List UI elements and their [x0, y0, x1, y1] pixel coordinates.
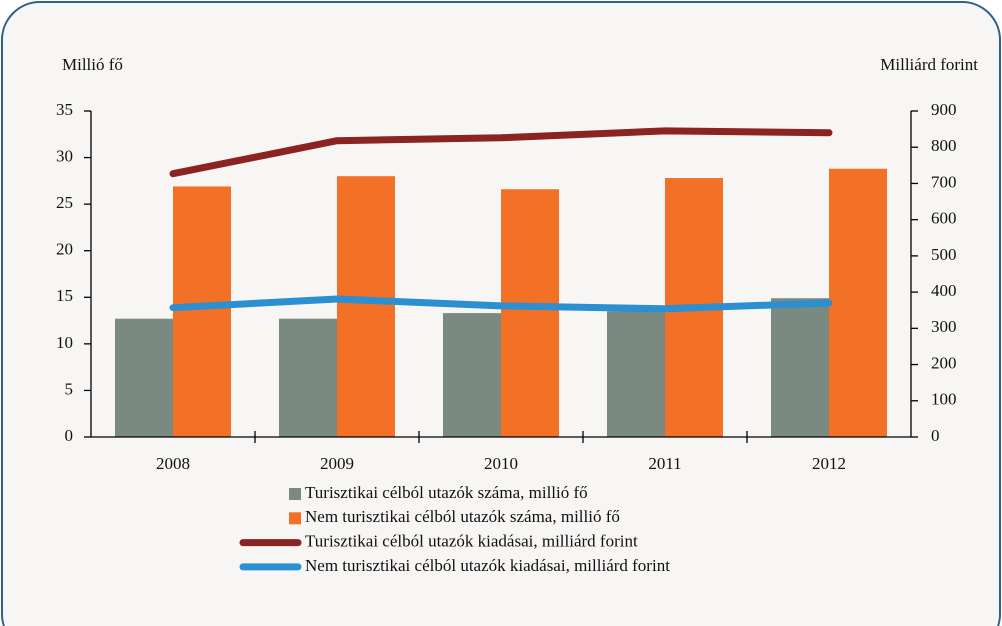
y-tick-label: 5	[65, 379, 74, 398]
y-axis-label: Millió fő	[62, 55, 123, 74]
bar	[173, 186, 231, 437]
y2-tick-label: 400	[931, 281, 957, 300]
legend-label: Turisztikai célból utazók száma, millió …	[305, 483, 588, 502]
y2-tick-label: 600	[931, 209, 957, 228]
y-tick-label: 30	[56, 146, 73, 165]
y-tick-label: 10	[56, 333, 73, 352]
y2-tick-label: 800	[931, 136, 957, 155]
y2-tick-label: 0	[931, 426, 940, 445]
bar	[501, 189, 559, 437]
x-tick-label: 2012	[812, 454, 846, 473]
y-tick-label: 15	[56, 286, 73, 305]
x-tick-label: 2009	[320, 454, 354, 473]
y2-tick-label: 900	[931, 100, 957, 119]
x-tick-label: 2011	[648, 454, 681, 473]
legend-label: Turisztikai célból utazók kiadásai, mill…	[305, 532, 638, 551]
x-tick-label: 2008	[156, 454, 190, 473]
bar	[443, 313, 501, 437]
bar	[337, 176, 395, 437]
bar	[771, 298, 829, 437]
bar	[115, 318, 173, 437]
bar	[607, 311, 665, 437]
legend-swatch	[289, 512, 301, 525]
bar	[279, 318, 337, 437]
legend-label: Nem turisztikai célból utazók száma, mil…	[305, 507, 620, 526]
line-series	[169, 295, 833, 313]
y-tick-label: 35	[56, 100, 73, 119]
bar	[829, 168, 887, 437]
y2-tick-label: 300	[931, 317, 957, 336]
legend-swatch	[289, 488, 301, 500]
y-tick-label: 25	[56, 193, 73, 212]
x-tick-label: 2010	[484, 454, 518, 473]
y-tick-label: 20	[56, 240, 73, 259]
y2-tick-label: 100	[931, 390, 957, 409]
y2-tick-label: 700	[931, 172, 957, 191]
y-tick-label: 0	[65, 426, 74, 445]
y2-tick-label: 200	[931, 353, 957, 372]
line-series	[169, 127, 833, 178]
y2-axis-label: Milliárd forint	[880, 55, 978, 74]
y2-tick-label: 500	[931, 245, 957, 264]
legend-label: Nem turisztikai célból utazók kiadásai, …	[305, 556, 670, 575]
